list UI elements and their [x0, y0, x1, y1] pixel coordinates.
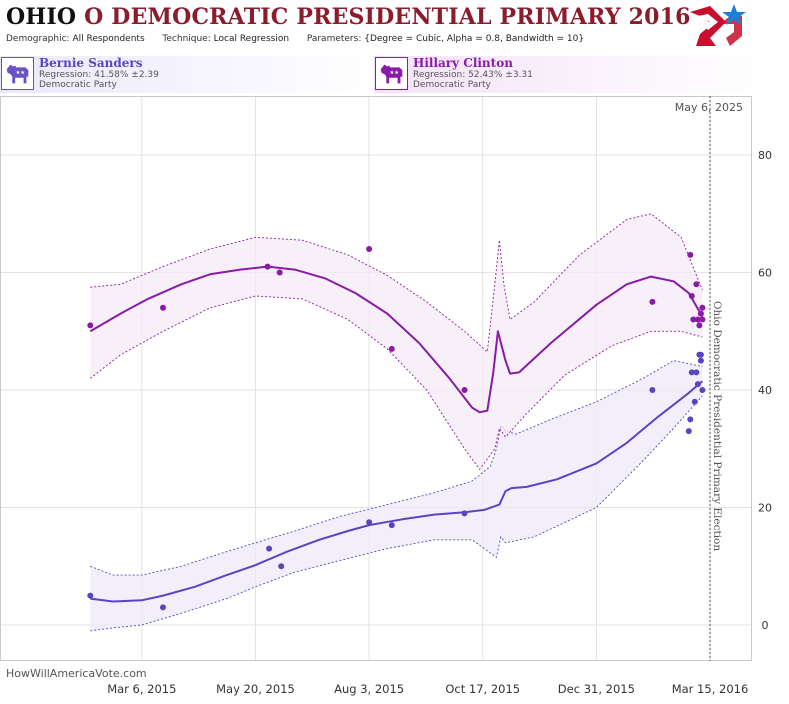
candidate-card-clinton[interactable]: Hillary Clinton Regression: 52.43% ±3.31…: [374, 56, 766, 93]
candidate-name: Bernie Sanders: [39, 56, 143, 70]
y-tick-label: 0: [762, 619, 769, 632]
poll-point: [461, 510, 468, 517]
poll-point: [690, 316, 697, 323]
band-upper: [90, 213, 703, 353]
poll-point: [366, 519, 373, 526]
technique-value: Local Regression: [213, 34, 290, 44]
confidence-bands: [90, 213, 703, 632]
parameters-line: Demographic: All Respondents Technique: …: [6, 34, 584, 44]
parameters-key: Parameters:: [306, 34, 362, 44]
poll-point: [699, 387, 706, 393]
x-tick-label: Aug 3, 2015: [334, 682, 404, 696]
poll-point: [160, 604, 166, 611]
election-label: Ohio Democratic Presidential Primary Ele…: [711, 301, 723, 551]
axes: [0, 96, 752, 661]
poll-point: [87, 592, 94, 599]
band-upper: [90, 360, 703, 576]
poll-point: [687, 416, 694, 423]
parameters-value: {Degree = Cubic, Alpha = 0.8, Bandwidth …: [364, 34, 585, 44]
x-tick-label: May 20, 2015: [216, 682, 295, 696]
poll-point: [649, 298, 656, 305]
poll-point: [276, 269, 283, 276]
regression-lines: [89, 265, 704, 603]
democrat-donkey-icon: [375, 57, 408, 90]
candidate-card-sanders[interactable]: Bernie Sanders Regression: 41.58% ±2.39 …: [0, 56, 380, 93]
demographic-value: All Respondents: [72, 34, 145, 44]
y-tick-label: 80: [758, 149, 772, 162]
header: OHIO O DEMOCRATIC PRESIDENTIAL PRIMARY 2…: [0, 0, 789, 50]
x-tick-label: Mar 15, 2016: [672, 682, 749, 696]
x-tick-label: Oct 17, 2015: [445, 682, 520, 696]
candidate-name: Hillary Clinton: [413, 56, 513, 70]
y-tick-label: 60: [758, 267, 772, 280]
poll-point: [694, 381, 701, 388]
plot-frame: [0, 96, 752, 661]
poll-point: [688, 293, 695, 299]
y-tick-label: 40: [758, 384, 772, 397]
candidate-party: Democratic Party: [39, 80, 117, 90]
confidence-band: [90, 360, 703, 631]
poll-point: [693, 369, 700, 376]
poll-point: [278, 563, 285, 570]
technique-key: Technique:: [162, 34, 211, 44]
poll-point: [87, 322, 94, 329]
band-lower: [90, 395, 703, 632]
poll-point: [366, 246, 373, 252]
x-tick-label: Mar 6, 2015: [107, 682, 176, 696]
today-label: May 6, 2025: [675, 101, 743, 114]
poll-point: [697, 357, 704, 364]
band-lower: [90, 295, 703, 471]
poll-point: [687, 251, 694, 258]
poll-point: [266, 545, 273, 552]
poll-point: [691, 398, 698, 405]
poll-point: [697, 310, 704, 317]
y-tick-label: 20: [758, 502, 772, 515]
poll-point: [694, 316, 701, 323]
poll-point: [693, 281, 700, 288]
poll-point: [461, 387, 468, 393]
site-logo-icon[interactable]: [686, 2, 750, 48]
poll-point: [697, 351, 704, 358]
poll-point: [688, 369, 695, 376]
poll-point: [649, 387, 656, 393]
poll-point: [696, 322, 703, 329]
title-rest: O DEMOCRATIC PRESIDENTIAL PRIMARY 2016: [84, 4, 691, 30]
confidence-band: [90, 213, 703, 470]
demographic-key: Demographic:: [6, 34, 70, 44]
x-tick-label: Dec 31, 2015: [558, 682, 635, 696]
poll-point: [160, 304, 166, 311]
candidate-regression: Regression: 41.58% ±2.39: [39, 70, 159, 80]
candidate-regression: Regression: 52.43% ±3.31: [413, 70, 533, 80]
poll-point: [388, 345, 395, 352]
democrat-donkey-icon: [1, 57, 34, 90]
candidate-party: Democratic Party: [413, 80, 491, 90]
tick-labels: 0 20 40 60 80 Mar 6, 2015 May 20, 2015 Aug 3, 2…: [107, 149, 772, 696]
poll-point: [699, 316, 706, 323]
title-state: OHIO: [6, 4, 77, 30]
poll-point: [264, 263, 271, 270]
site-credit[interactable]: HowWillAmericaVote.com: [6, 667, 147, 680]
page-title: OHIO O DEMOCRATIC PRESIDENTIAL PRIMARY 2…: [6, 4, 691, 30]
regression-line: [89, 265, 704, 414]
poll-points: [87, 246, 706, 611]
poll-point: [699, 304, 706, 311]
poll-point: [685, 428, 692, 435]
polling-chart: 0 20 40 60 80 Mar 6, 2015 May 20, 2015 Aug 3, 2…: [0, 96, 772, 696]
regression-line: [90, 380, 704, 603]
poll-point: [388, 522, 395, 529]
